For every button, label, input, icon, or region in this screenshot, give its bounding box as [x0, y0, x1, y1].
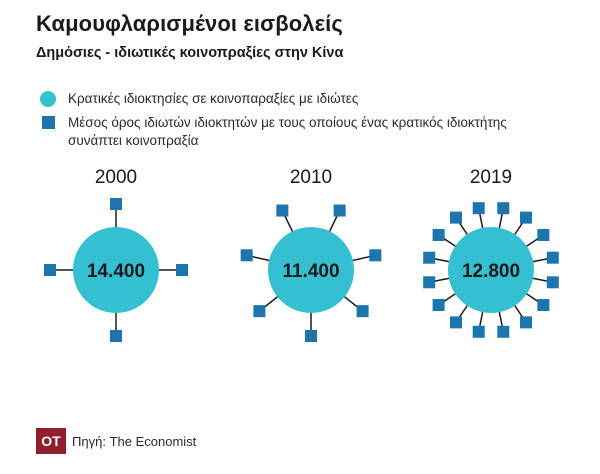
- legend-label: Κρατικές ιδιοκτησίες σε κοινοπαραξίες με…: [68, 91, 359, 106]
- private-owner-square: [497, 325, 510, 338]
- footer: OT Πηγή: The Economist: [36, 428, 196, 454]
- source-note: Πηγή: The Economist: [72, 433, 197, 449]
- private-owner-square: [305, 330, 317, 342]
- legend: Κρατικές ιδιοκτησίες σε κοινοπαραξίες με…: [40, 90, 520, 156]
- state-holding-circle: [448, 227, 534, 313]
- private-owner-square: [44, 264, 56, 276]
- chart-area: 2000 14.400 2010 11.400 2019 12.800: [44, 167, 559, 342]
- private-owner-square: [432, 228, 445, 241]
- private-owner-square: [253, 305, 266, 318]
- private-owner-square: [276, 204, 289, 217]
- private-owner-square: [423, 251, 436, 264]
- private-owner-square: [546, 276, 559, 289]
- private-owner-square: [472, 325, 485, 338]
- legend-label: Μέσος όρος ιδιωτών ιδιοκτητών με τους οπ…: [68, 115, 507, 148]
- state-holding-circle: [268, 227, 354, 313]
- private-owner-square: [333, 204, 346, 217]
- private-owner-square: [449, 316, 462, 329]
- private-owner-square: [449, 211, 462, 224]
- ot-logo: OT: [36, 428, 66, 454]
- legend-item-private-owners: Μέσος όρος ιδιωτών ιδιοκτητών με τους οπ…: [40, 114, 520, 150]
- private-owner-square: [110, 198, 122, 210]
- private-owner-square: [432, 299, 445, 312]
- legend-item-state-holdings: Κρατικές ιδιοκτησίες σε κοινοπαραξίες με…: [40, 90, 520, 108]
- private-owner-square: [369, 249, 382, 262]
- value-label: 14.400: [87, 261, 145, 282]
- value-label: 12.800: [462, 261, 520, 282]
- year-label: 2019: [470, 167, 512, 188]
- private-owner-square: [240, 249, 253, 262]
- value-label: 11.400: [282, 261, 339, 282]
- private-owner-square: [472, 202, 485, 215]
- year-label: 2000: [95, 167, 137, 188]
- private-owner-square: [176, 264, 188, 276]
- private-owner-square: [520, 211, 533, 224]
- chart-subtitle: Δημόσιες - ιδιωτικές κοινοπραξίες στην Κ…: [36, 45, 344, 61]
- private-owner-square: [497, 202, 510, 215]
- private-owner-square: [423, 276, 436, 289]
- private-owner-square: [356, 305, 369, 318]
- circle-marker-icon: [40, 91, 56, 107]
- private-owner-square: [520, 316, 533, 329]
- chart-title: Καμουφλαρισμένοι εισβολείς: [36, 11, 343, 36]
- square-marker-icon: [42, 116, 55, 129]
- private-owner-square: [537, 299, 550, 312]
- state-holding-circle: [73, 227, 159, 313]
- private-owner-square: [537, 228, 550, 241]
- private-owner-square: [110, 330, 122, 342]
- private-owner-square: [546, 251, 559, 264]
- year-label: 2010: [290, 167, 332, 188]
